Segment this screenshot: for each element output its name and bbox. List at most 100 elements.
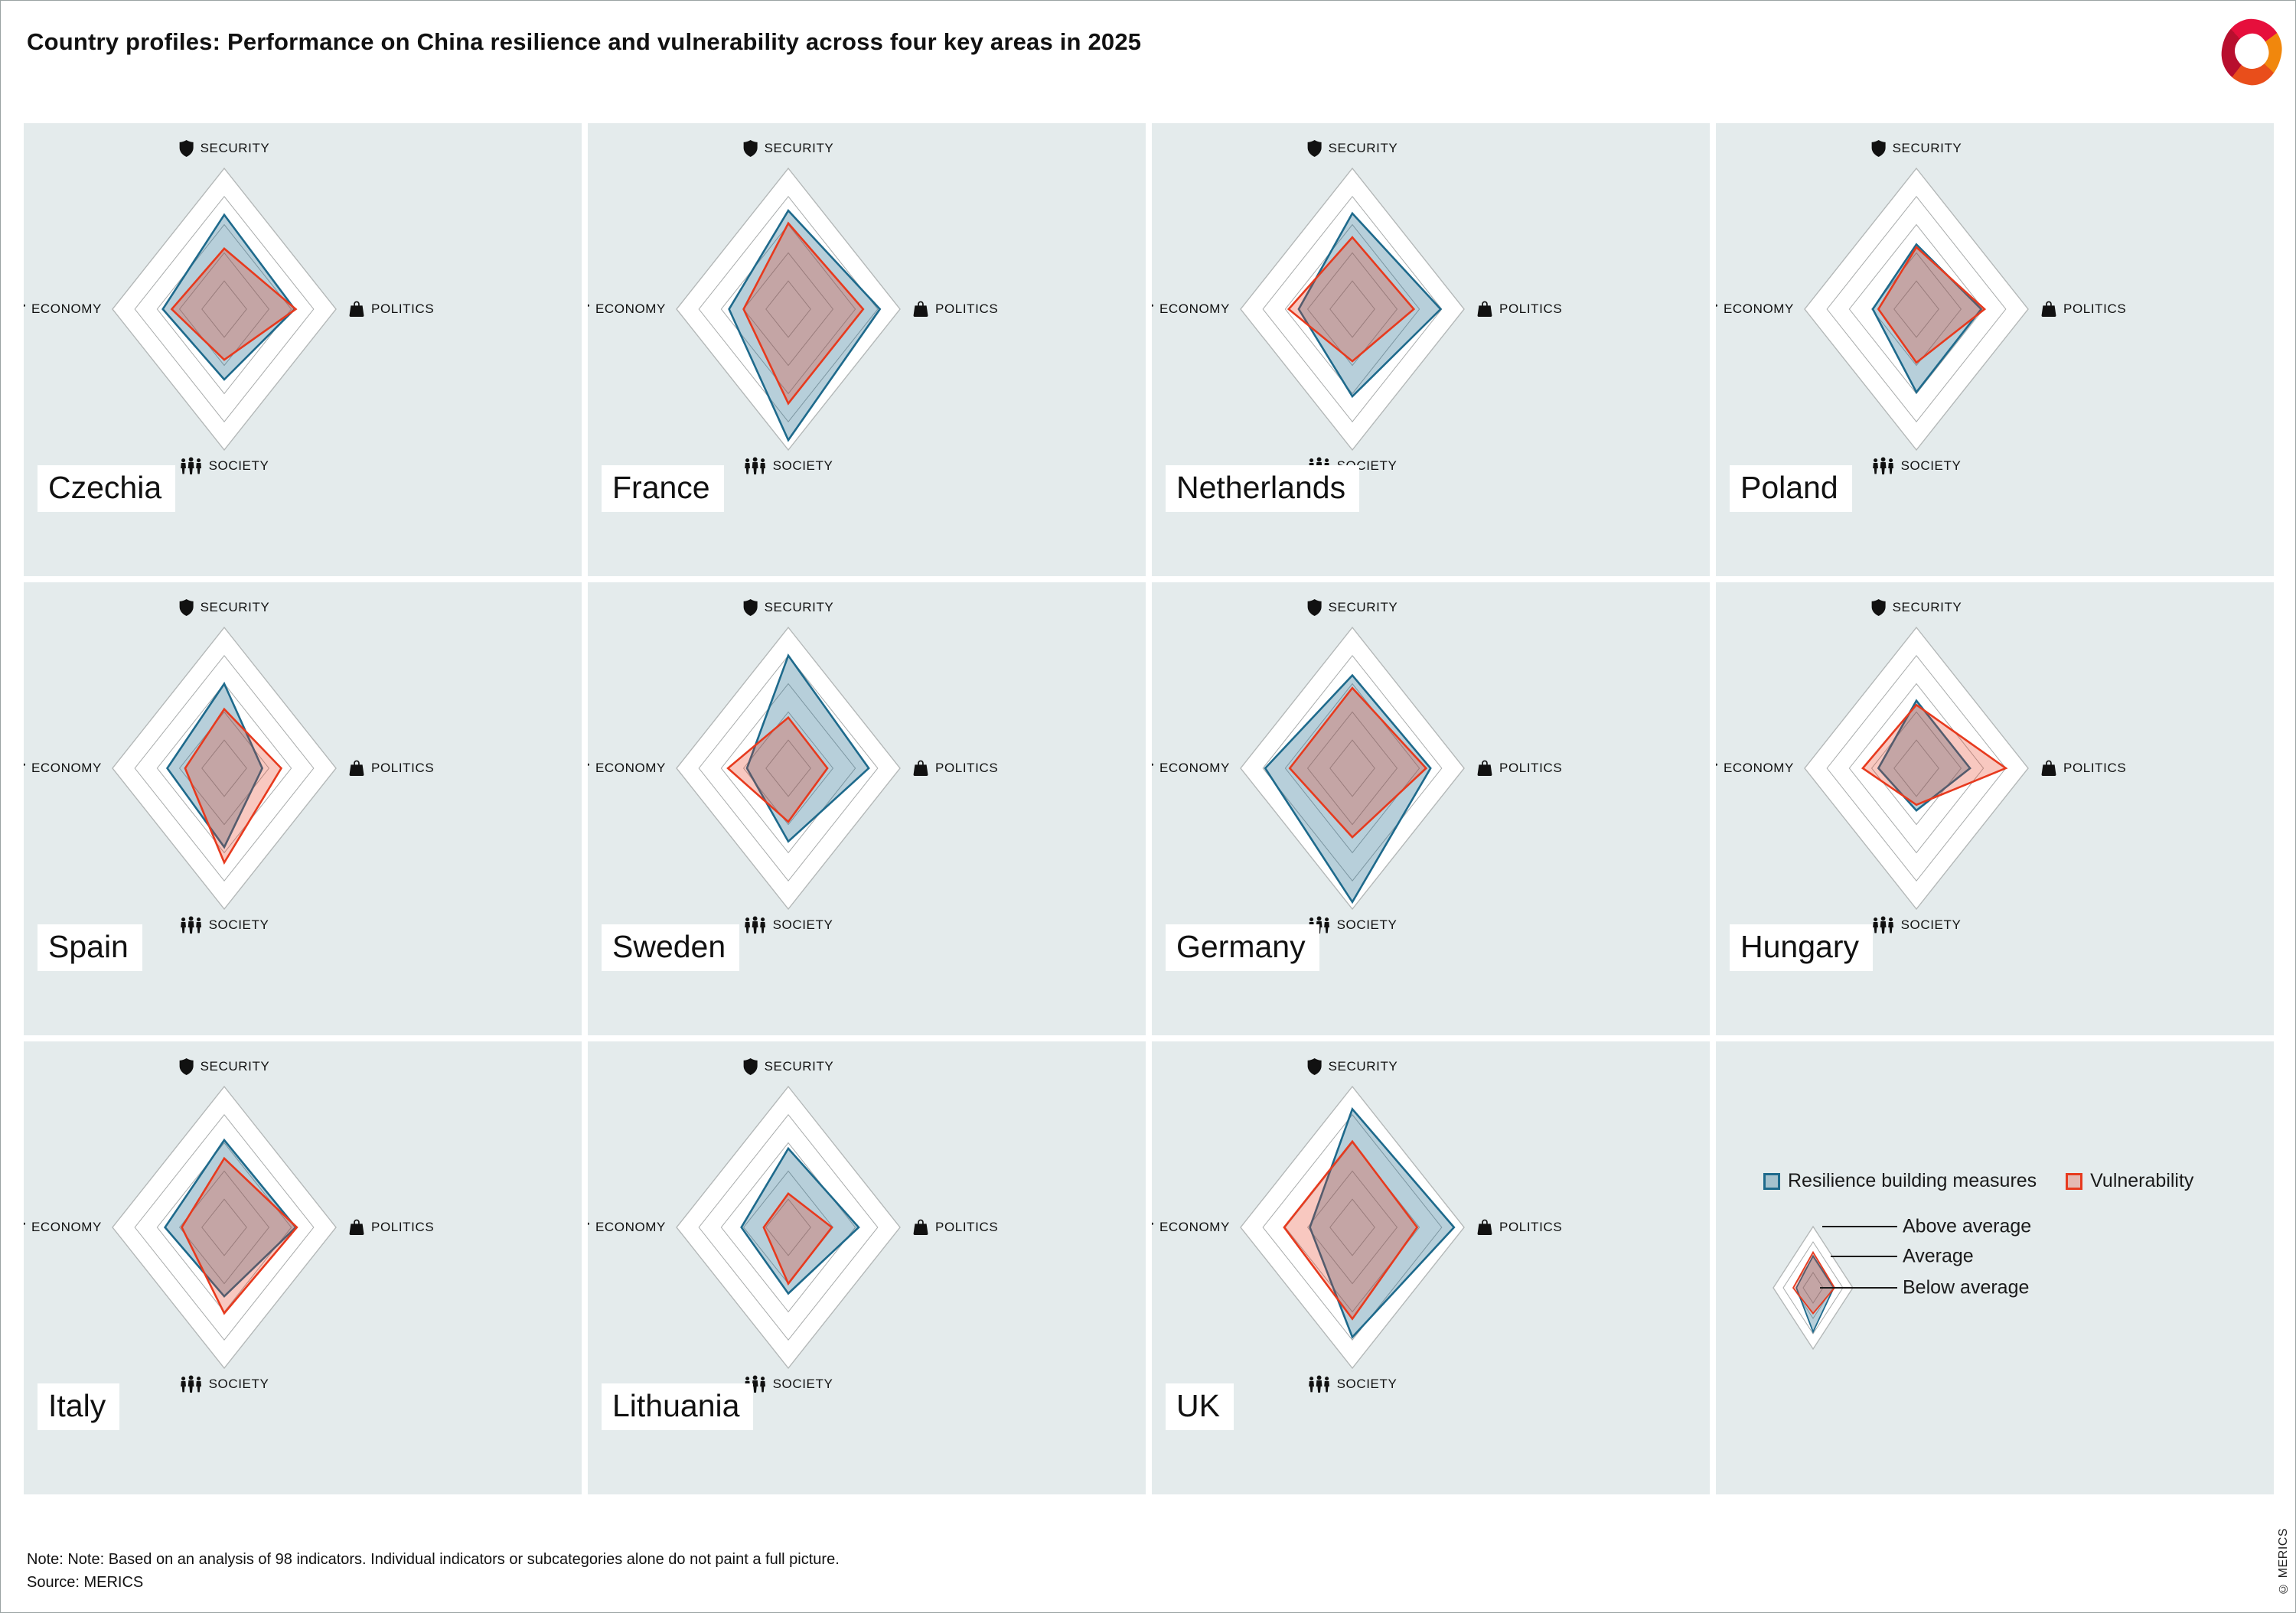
axis-label-text: POLITICS xyxy=(935,1220,999,1234)
people-icon xyxy=(744,916,767,934)
axis-label-text: ECONOMY xyxy=(1159,1220,1230,1234)
shield-icon xyxy=(179,1058,194,1075)
axis-label-politics: POLITICS xyxy=(348,301,434,318)
legend-diagram: Above average Average Below average xyxy=(1716,1041,2274,1494)
radar-chart-lithuania xyxy=(676,1085,901,1370)
axis-label-politics: POLITICS xyxy=(348,1219,434,1236)
axis-label-economy: ECONOMY xyxy=(588,1218,666,1237)
axis-label-security: SECURITY xyxy=(1307,599,1398,616)
radar-chart-spain xyxy=(112,626,337,911)
axis-label-text: SECURITY xyxy=(200,600,270,614)
axis-label-text: POLITICS xyxy=(935,301,999,316)
people-icon xyxy=(744,457,767,474)
axis-label-text: SECURITY xyxy=(200,141,270,155)
axis-label-politics: POLITICS xyxy=(2040,760,2126,777)
axis-label-text: ECONOMY xyxy=(1159,301,1230,316)
axis-label-politics: POLITICS xyxy=(2040,301,2126,318)
axis-label-text: SECURITY xyxy=(1892,141,1962,155)
chart-cell-germany: SECURITY POLITICS SOCIETY ECONOMY Germany xyxy=(1152,582,1710,1035)
shield-icon xyxy=(179,599,194,616)
axis-label-text: SECURITY xyxy=(1328,600,1398,614)
axis-label-text: SOCIETY xyxy=(772,458,833,473)
axis-label-text: POLITICS xyxy=(371,761,435,775)
axis-label-economy: ECONOMY xyxy=(1152,1218,1230,1237)
country-label: Sweden xyxy=(602,924,740,971)
handbag-icon xyxy=(2040,301,2057,318)
axis-label-economy: ECONOMY xyxy=(588,300,666,318)
chart-cell-hungary: SECURITY POLITICS SOCIETY ECONOMY Hungary xyxy=(1716,582,2274,1035)
axis-label-text: SOCIETY xyxy=(208,458,269,473)
axis-label-text: POLITICS xyxy=(1499,301,1563,316)
shield-icon xyxy=(1871,140,1887,157)
axis-label-economy: ECONOMY xyxy=(1716,300,1794,318)
axis-label-economy: ECONOMY xyxy=(1152,759,1230,777)
people-icon xyxy=(1872,916,1895,934)
axis-label-text: ECONOMY xyxy=(31,1220,102,1234)
axis-label-text: SECURITY xyxy=(200,1059,270,1074)
axis-label-text: ECONOMY xyxy=(1159,761,1230,775)
axis-label-text: SOCIETY xyxy=(1900,458,1962,473)
axis-label-society: SOCIETY xyxy=(180,916,269,934)
axis-label-society: SOCIETY xyxy=(744,1375,833,1393)
country-label: Italy xyxy=(38,1383,120,1430)
axis-label-economy: ECONOMY xyxy=(1716,759,1794,777)
chart-cell-sweden: SECURITY POLITICS SOCIETY ECONOMY Sweden xyxy=(588,582,1146,1035)
people-icon xyxy=(180,457,203,474)
vulnerability-swatch-icon xyxy=(2066,1172,2083,1190)
country-label: Czechia xyxy=(38,464,176,512)
axis-label-security: SECURITY xyxy=(179,140,270,157)
page-title: Country profiles: Performance on China r… xyxy=(27,28,1142,55)
axis-label-text: POLITICS xyxy=(1499,761,1563,775)
axis-label-text: ECONOMY xyxy=(1723,301,1794,316)
copyright-text: © MERICS xyxy=(2277,1528,2290,1595)
axis-label-society: SOCIETY xyxy=(1872,457,1962,474)
axis-label-text: SOCIETY xyxy=(1336,917,1397,932)
handbag-icon xyxy=(1476,301,1493,318)
axis-label-politics: POLITICS xyxy=(348,760,434,777)
coins-hand-icon xyxy=(1152,300,1153,318)
axis-label-text: ECONOMY xyxy=(595,1220,666,1234)
axis-label-economy: ECONOMY xyxy=(588,759,666,777)
legend: Resilience building measures Vulnerabili… xyxy=(1763,1170,2193,1192)
axis-label-text: ECONOMY xyxy=(595,301,666,316)
legend-mini-radar xyxy=(1773,1225,1854,1351)
radar-chart-sweden xyxy=(676,626,901,911)
footer-note: Note: Note: Based on an analysis of 98 i… xyxy=(27,1548,840,1594)
radar-chart-poland xyxy=(1804,167,2029,451)
axis-label-politics: POLITICS xyxy=(1476,301,1562,318)
axis-label-text: SOCIETY xyxy=(1900,917,1962,932)
handbag-icon xyxy=(1476,1219,1493,1236)
axis-label-security: SECURITY xyxy=(743,599,834,616)
ring-label-average: Average xyxy=(1903,1245,1974,1267)
axis-label-politics: POLITICS xyxy=(912,760,998,777)
axis-label-text: POLITICS xyxy=(2063,301,2127,316)
axis-label-text: SOCIETY xyxy=(208,1376,269,1391)
axis-label-security: SECURITY xyxy=(1871,599,1962,616)
chart-cell-uk: SECURITY POLITICS SOCIETY ECONOMY UK xyxy=(1152,1041,1710,1494)
axis-label-text: POLITICS xyxy=(2063,761,2127,775)
chart-grid: SECURITY POLITICS SOCIETY ECONOMY Czechia SEC… xyxy=(24,123,2274,1494)
axis-label-economy: ECONOMY xyxy=(24,1218,102,1237)
below-average-pointer-line xyxy=(1820,1287,1897,1289)
legend-item-vulnerability: Vulnerability xyxy=(2066,1170,2193,1192)
axis-label-text: SECURITY xyxy=(764,1059,834,1074)
radar-chart-hungary xyxy=(1804,626,2029,911)
handbag-icon xyxy=(1476,760,1493,777)
source-text: Source: MERICS xyxy=(27,1574,144,1591)
axis-label-text: ECONOMY xyxy=(595,761,666,775)
ring-label-below-average: Below average xyxy=(1903,1276,2030,1299)
country-label: Netherlands xyxy=(1166,464,1360,512)
axis-label-text: SECURITY xyxy=(1328,1059,1398,1074)
coins-hand-icon xyxy=(588,759,589,777)
resilience-swatch-icon xyxy=(1763,1172,1780,1190)
note-text: Note: Note: Based on an analysis of 98 i… xyxy=(27,1551,840,1568)
axis-label-security: SECURITY xyxy=(179,599,270,616)
radar-chart-uk xyxy=(1240,1085,1465,1370)
legend-item-resilience: Resilience building measures xyxy=(1763,1170,2037,1192)
axis-label-text: SECURITY xyxy=(764,600,834,614)
chart-cell-spain: SECURITY POLITICS SOCIETY ECONOMY Spain xyxy=(24,582,582,1035)
radar-chart-france xyxy=(676,167,901,451)
axis-label-text: ECONOMY xyxy=(1723,761,1794,775)
coins-hand-icon xyxy=(24,1218,25,1237)
axis-label-text: POLITICS xyxy=(1499,1220,1563,1234)
